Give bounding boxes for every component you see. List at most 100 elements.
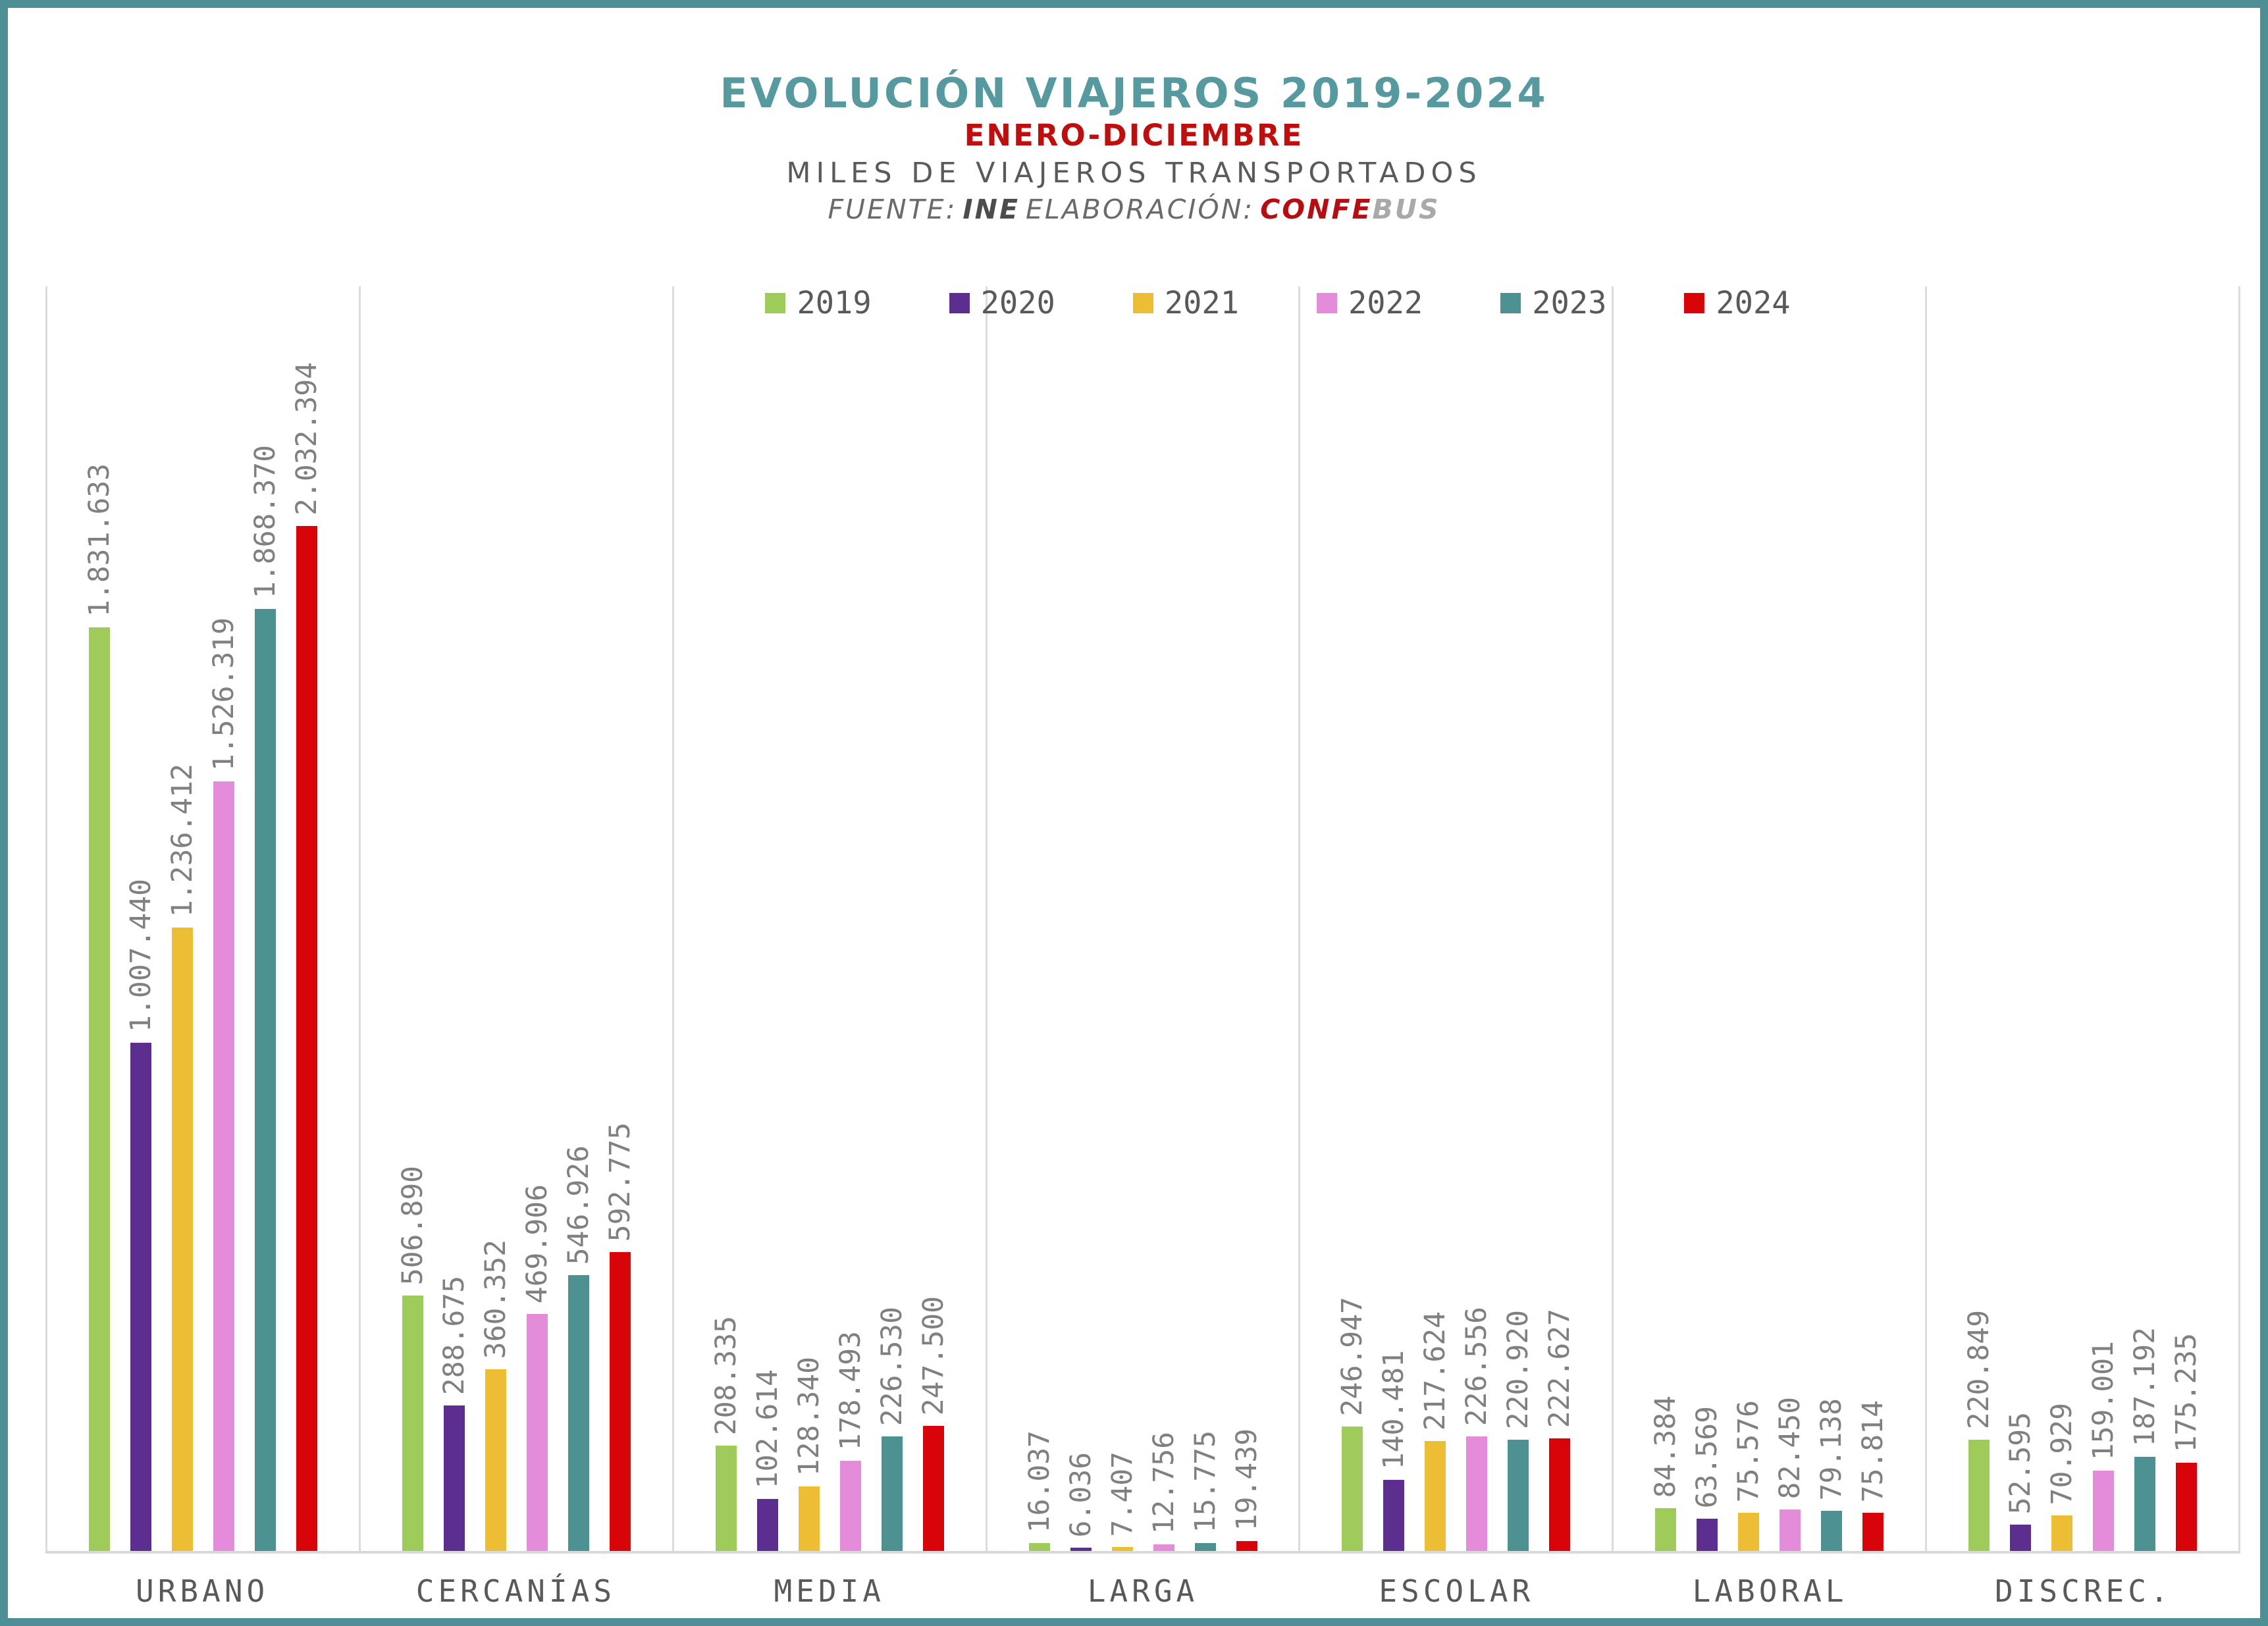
value-label-2019: 208.335 [709,1315,743,1435]
bar-group-item: 2.032.394 [290,362,323,1551]
value-label-2020: 63.569 [1691,1405,1724,1508]
value-label-2024: 19.439 [1230,1428,1263,1531]
bar-group-item: 222.627 [1543,1308,1577,1551]
value-label-2024: 75.814 [1857,1400,1890,1502]
legend-item-2021: 2021 [1132,285,1239,321]
legend-item-2022: 2022 [1317,288,1423,319]
group-urbano: 1.831.633 1.007.440 1.236.412 1.526.319 1.86… [45,286,359,1551]
bar-2019 [88,627,110,1551]
bar-group-item: 6.036 [1064,1452,1097,1551]
bar-2020 [130,1043,151,1551]
bar-group-item: 220.920 [1502,1309,1535,1551]
legend-swatch-2023 [1500,293,1521,313]
legend-swatch-2021 [1132,293,1153,313]
bar-group-item: 52.595 [2004,1411,2038,1551]
bar-2021 [1425,1441,1446,1551]
bar-group-item: 246.947 [1336,1297,1369,1551]
value-label-2022: 1.526.319 [207,617,240,771]
value-label-2024: 592.775 [603,1122,637,1242]
group-discrec: 220.849 52.595 70.929 159.001 187.192 175.235 [1925,286,2238,1551]
bar-2020 [443,1405,465,1551]
group-media: 208.335 102.614 128.340 178.493 226.530 247.5… [672,286,986,1551]
bar-2021 [171,928,193,1551]
bar-2024 [1236,1541,1257,1551]
chart-source-line: FUENTE: INE ELABORACIÓN: CONFEBUS [8,194,2260,226]
value-label-2023: 187.192 [2128,1326,2162,1446]
bar-2022 [526,1314,548,1551]
group-larga: 16.037 6.036 7.407 12.756 15.775 19.439 [985,286,1299,1551]
chart-title: EVOLUCIÓN VIAJEROS 2019-2024 [720,69,1548,117]
value-label-2024: 222.627 [1543,1308,1577,1428]
bar-group-item: 19.439 [1230,1428,1263,1551]
bar-group-item: 226.556 [1460,1307,1493,1551]
legend-swatch-2022 [1317,293,1337,313]
bar-2024 [922,1426,944,1551]
legend-item-2024: 2024 [1684,288,1791,319]
bar-2022 [1153,1544,1174,1551]
bar-group-item: 288.675 [438,1276,471,1551]
bar-group-item: 102.614 [751,1369,784,1551]
legend-item-2019: 2019 [765,288,872,319]
legend-label-2021: 2021 [1164,285,1239,321]
bar-groups: 1.831.633 1.007.440 1.236.412 1.526.319 1.86… [45,286,2240,1554]
bar-group-item: 360.352 [479,1240,512,1551]
bars-row: 84.384 63.569 75.576 82.450 79.138 75.814 [1614,1396,1925,1551]
value-label-2023: 15.775 [1188,1430,1222,1533]
bar-2019 [402,1296,423,1551]
bar-group-item: 1.831.633 [82,463,116,1551]
bars-row: 16.037 6.036 7.407 12.756 15.775 19.439 [988,1429,1299,1551]
category-label-laboral: LABORAL [1692,1573,1848,1609]
value-label-2023: 220.920 [1502,1309,1535,1429]
value-label-2019: 1.831.633 [82,463,116,617]
bar-2019 [1968,1440,1990,1551]
category-label-discrec: DISCREC. [1995,1573,2173,1609]
source-bus: BUS [1372,193,1440,225]
category-label-escolar: ESCOLAR [1379,1573,1535,1609]
bar-group-item: 75.576 [1732,1400,1766,1551]
value-label-2021: 75.576 [1732,1400,1766,1502]
bar-group-item: 15.775 [1188,1430,1222,1551]
value-label-2023: 226.530 [875,1306,909,1426]
group-laboral: 84.384 63.569 75.576 82.450 79.138 75.814 [1612,286,1925,1551]
value-label-2022: 82.450 [1774,1396,1807,1499]
legend: 2019 2020 2021 2022 2023 2024 [180,285,2260,321]
bar-2021 [1111,1547,1133,1551]
bar-2024 [2176,1463,2198,1551]
group-escolar: 246.947 140.481 217.624 226.556 220.920 222.6… [1298,286,1612,1551]
bar-2022 [839,1461,861,1551]
bar-group-item: 7.407 [1106,1452,1139,1551]
legend-label-2022: 2022 [1348,285,1423,321]
bar-2023 [254,609,276,1551]
bar-2024 [1549,1438,1571,1551]
bar-group-item: 592.775 [603,1122,637,1551]
value-label-2020: 6.036 [1064,1452,1097,1537]
bar-group-item: 12.756 [1147,1431,1180,1551]
bar-2023 [1194,1543,1216,1551]
bar-group-item: 1.526.319 [207,617,240,1551]
category-label-media: MEDIA [774,1573,885,1609]
legend-label-2020: 2020 [980,285,1055,321]
value-label-2020: 52.595 [2004,1411,2038,1514]
category-label-larga: LARGA [1087,1573,1199,1609]
value-label-2022: 12.756 [1147,1431,1180,1534]
bar-2024 [296,526,317,1551]
legend-label-2023: 2023 [1532,285,1607,321]
bar-2021 [798,1486,820,1551]
bar-group-item: 226.530 [875,1306,909,1551]
bar-2019 [715,1446,737,1551]
bar-group-item: 217.624 [1419,1311,1452,1551]
value-label-2022: 178.493 [833,1330,867,1450]
bar-2024 [609,1252,631,1551]
bar-group-item: 546.926 [562,1145,595,1551]
bar-2023 [2134,1457,2156,1551]
value-label-2023: 1.868.370 [248,445,282,598]
bar-2019 [1028,1543,1050,1551]
value-label-2023: 79.138 [1815,1398,1849,1500]
bar-2020 [2010,1525,2032,1551]
bars-row: 506.890 288.675 360.352 469.906 546.926 592.7… [361,1122,672,1551]
value-label-2019: 220.849 [1963,1309,1996,1429]
bar-group-item: 140.481 [1377,1350,1410,1551]
bar-group-item: 79.138 [1815,1398,1849,1551]
bar-2021 [485,1369,506,1551]
